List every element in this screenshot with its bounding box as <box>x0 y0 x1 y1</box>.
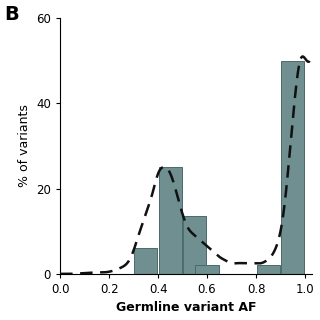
Bar <box>196 265 219 274</box>
Text: B: B <box>4 5 20 24</box>
X-axis label: Germline variant AF: Germline variant AF <box>116 301 257 315</box>
Bar <box>281 60 304 274</box>
Bar <box>257 265 280 274</box>
Y-axis label: % of variants: % of variants <box>18 104 31 187</box>
Bar <box>159 167 182 274</box>
Bar <box>183 216 206 274</box>
Bar <box>134 248 157 274</box>
